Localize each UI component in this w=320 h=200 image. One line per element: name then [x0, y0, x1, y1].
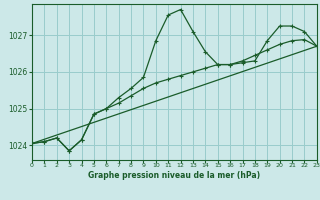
X-axis label: Graphe pression niveau de la mer (hPa): Graphe pression niveau de la mer (hPa)	[88, 171, 260, 180]
